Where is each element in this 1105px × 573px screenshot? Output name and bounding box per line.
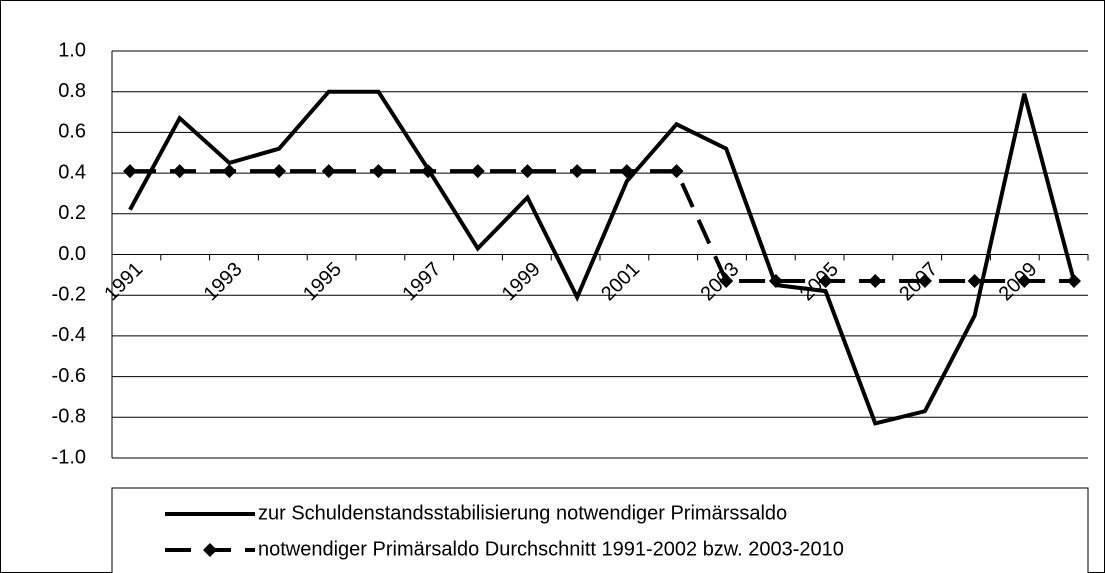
- legend-label: notwendiger Primärsaldo Durchschnitt 199…: [258, 538, 844, 560]
- y-tick-label: -1.0: [52, 446, 86, 468]
- series-line: [130, 169, 1074, 283]
- y-tick-label: -0.8: [52, 406, 86, 428]
- y-tick-label: 0.4: [58, 161, 86, 183]
- marker: [1017, 273, 1032, 288]
- marker: [421, 164, 436, 179]
- legend-box: [111, 487, 1089, 573]
- y-tick-label: 0.2: [58, 202, 86, 224]
- marker: [967, 273, 982, 288]
- marker: [520, 164, 535, 179]
- y-tick-label: -0.6: [52, 365, 86, 387]
- marker: [1067, 273, 1081, 288]
- marker: [470, 164, 485, 179]
- marker: [768, 273, 783, 288]
- marker: [123, 164, 137, 179]
- y-tick-label: 1.0: [58, 39, 86, 61]
- marker: [570, 164, 585, 179]
- y-tick-label: -0.4: [52, 324, 86, 346]
- marker: [321, 164, 336, 179]
- marker: [818, 273, 833, 288]
- y-tick-label: 0.6: [58, 121, 86, 143]
- marker: [719, 273, 734, 288]
- y-tick-label: 0.8: [58, 80, 86, 102]
- legend-label: zur Schuldenstandsstabilisierung notwend…: [258, 502, 787, 524]
- marker: [172, 164, 187, 179]
- y-tick-label: -0.2: [52, 283, 86, 305]
- marker: [669, 164, 684, 179]
- series-line: [128, 89, 1076, 426]
- y-tick-label: 0.0: [58, 243, 86, 265]
- marker: [371, 164, 386, 179]
- marker: [272, 164, 287, 179]
- marker: [619, 164, 634, 179]
- marker: [222, 164, 237, 179]
- legend-marker: [203, 543, 217, 557]
- marker: [868, 273, 883, 288]
- marker: [917, 273, 932, 288]
